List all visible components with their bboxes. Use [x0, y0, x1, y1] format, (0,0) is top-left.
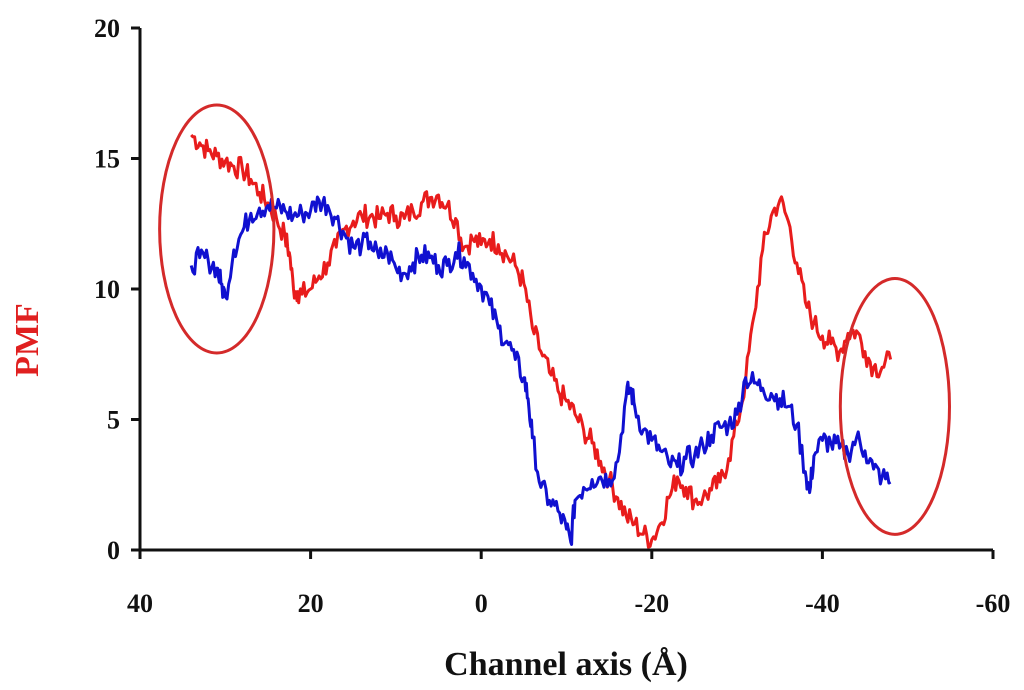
y-tick-label: 10: [94, 275, 120, 304]
x-tick-label: -40: [805, 589, 840, 618]
annotation-group: [158, 103, 951, 536]
x-tick-group: 40 20 0 -20 -40 -60: [127, 550, 1010, 618]
y-tick-label: 0: [107, 536, 120, 565]
y-tick-label: 5: [107, 406, 120, 435]
x-tick-label: 0: [475, 589, 488, 618]
x-tick-label: -60: [976, 589, 1011, 618]
series-line-blue: [189, 195, 892, 546]
x-tick-label: -20: [634, 589, 669, 618]
x-axis-title: Channel axis (Å): [444, 646, 688, 683]
series-group: [189, 133, 893, 549]
y-tick-label: 15: [94, 145, 120, 174]
x-tick-label: 20: [298, 589, 324, 618]
y-tick-group: 0 5 10 15 20: [94, 14, 140, 565]
y-axis-title: PMF: [9, 303, 46, 377]
series-line-red: [190, 133, 893, 549]
y-tick-label: 20: [94, 14, 120, 43]
annotation-ellipse-right: [838, 277, 951, 536]
annotation-ellipse-left: [158, 103, 276, 355]
x-tick-label: 40: [127, 589, 153, 618]
